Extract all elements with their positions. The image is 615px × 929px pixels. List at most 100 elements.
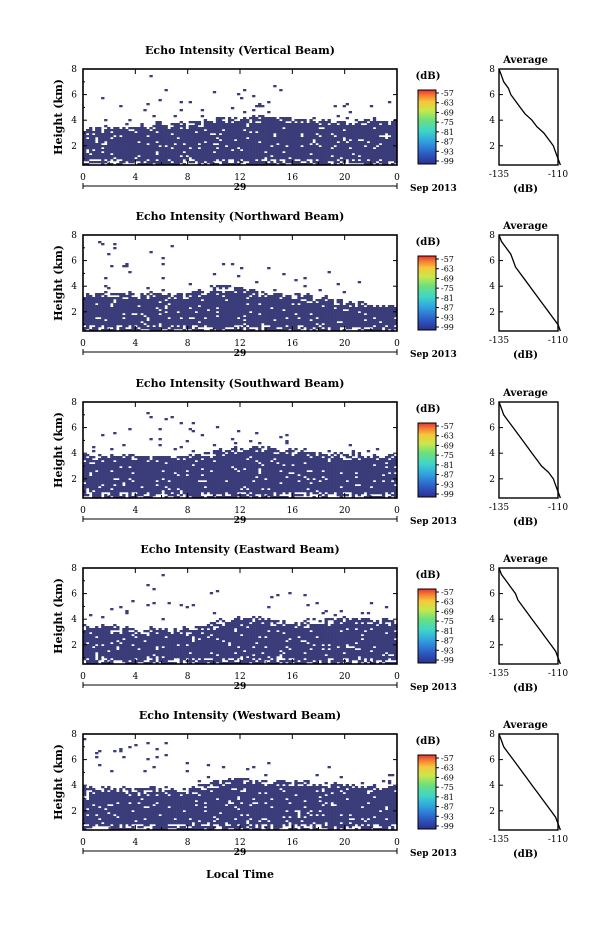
echo-cell — [218, 137, 223, 140]
echo-cell — [330, 151, 334, 154]
echo-cell — [315, 313, 319, 316]
echo-cell — [200, 488, 205, 491]
echo-cell — [104, 474, 108, 477]
echo-cell — [140, 327, 144, 330]
average-line — [498, 68, 562, 166]
y-tick-label: 2 — [71, 308, 77, 318]
echo-cell — [378, 141, 383, 144]
echo-cell — [294, 123, 298, 126]
echo-cell — [188, 464, 192, 467]
echo-cell — [89, 476, 93, 479]
echo-cell — [161, 161, 165, 164]
echo-cell — [116, 137, 120, 140]
echo-cell — [243, 149, 247, 152]
echo-cell — [122, 293, 126, 296]
echo-cell — [294, 157, 298, 160]
echo-cell — [300, 155, 304, 158]
echo-cell — [345, 155, 349, 158]
echo-cell — [236, 159, 241, 162]
echo-cell — [297, 131, 301, 134]
echo-cell — [315, 325, 319, 328]
echo-cell — [273, 307, 277, 310]
echo-cell — [384, 147, 389, 150]
echo-cell — [243, 472, 247, 475]
echo-cell — [384, 153, 389, 156]
echo-cell — [273, 289, 277, 292]
echo-cell — [366, 325, 371, 328]
echo-cell — [230, 496, 235, 499]
echo-cell — [116, 476, 120, 479]
echo-cell — [339, 135, 343, 138]
echo-cell — [212, 147, 217, 150]
echo-cell — [381, 305, 386, 308]
echo-cell — [191, 488, 196, 491]
echo-cell — [200, 472, 205, 475]
echo-cell — [224, 470, 229, 473]
echo-cell — [140, 325, 144, 328]
echo-cell — [267, 137, 271, 140]
echo-cell — [164, 301, 168, 304]
echo-cell — [86, 293, 90, 296]
echo-cell — [125, 265, 129, 268]
echo-cell — [197, 313, 202, 316]
echo-cell — [246, 129, 250, 132]
echo-cell — [185, 488, 189, 491]
echo-cell — [158, 135, 162, 138]
echo-cell — [233, 141, 238, 144]
echo-cell — [285, 153, 289, 156]
echo-cell — [104, 488, 108, 491]
echo-cell — [291, 159, 295, 162]
echo-cell — [173, 476, 177, 479]
echo-cell — [104, 305, 108, 308]
echo-cell — [122, 486, 126, 489]
echo-cell — [393, 323, 398, 326]
echo-cell — [342, 321, 346, 324]
echo-cell — [357, 123, 362, 126]
echo-cell — [218, 315, 223, 318]
echo-cell — [203, 307, 208, 310]
echo-cell — [140, 153, 144, 156]
echo-cell — [170, 488, 174, 491]
echo-cell — [101, 478, 105, 481]
echo-cell — [119, 153, 123, 156]
echo-cell — [233, 317, 238, 320]
echo-cell — [233, 494, 238, 497]
echo-cell — [285, 125, 289, 128]
echo-cell — [191, 466, 196, 469]
echo-cell — [200, 149, 205, 152]
echo-cell — [116, 323, 120, 326]
echo-cell — [233, 143, 238, 146]
echo-cell — [155, 490, 159, 493]
echo-cell — [224, 482, 229, 485]
echo-cell — [240, 267, 244, 270]
echo-cell — [249, 313, 253, 316]
echo-cell — [161, 149, 165, 152]
echo-cell — [339, 137, 343, 140]
echo-cell — [188, 321, 192, 324]
echo-cell — [236, 151, 241, 154]
echo-cell — [215, 470, 220, 473]
echo-cell — [155, 301, 159, 304]
echo-cell — [218, 301, 223, 304]
echo-cell — [243, 474, 247, 477]
echo-cell — [294, 135, 298, 138]
echo-cell — [227, 131, 232, 134]
echo-cell — [125, 151, 129, 154]
echo-cell — [182, 163, 186, 166]
echo-cell — [206, 476, 211, 479]
echo-cell — [240, 139, 244, 142]
echo-cell — [243, 139, 247, 142]
echo-cell — [194, 123, 199, 126]
echo-cell — [339, 313, 343, 316]
echo-cell — [336, 129, 340, 132]
echo-cell — [243, 452, 247, 455]
echo-cell — [161, 129, 165, 132]
echo-cell — [197, 299, 202, 302]
echo-cell — [230, 452, 235, 455]
echo-cell — [297, 137, 301, 140]
echo-cell — [179, 137, 183, 140]
echo-cell — [152, 315, 156, 318]
echo-cell — [342, 317, 346, 320]
echo-cell — [197, 309, 202, 312]
echo-cell — [252, 309, 256, 312]
